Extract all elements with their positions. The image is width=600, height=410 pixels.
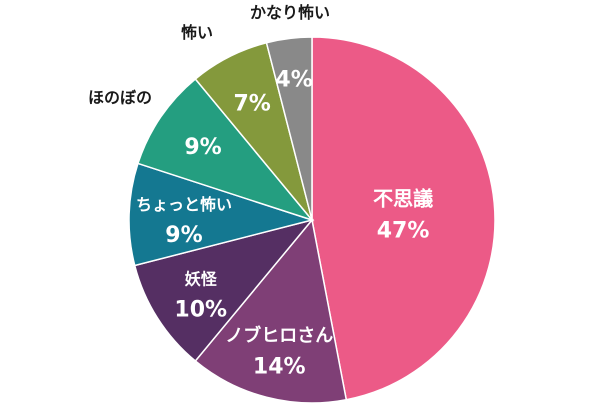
- slice-label-2: ノブヒロさん: [225, 325, 333, 347]
- slice-label-7: かなり怖い: [250, 3, 330, 22]
- pie-slice-3: [133, 218, 315, 363]
- pie-slice-1: [311, 36, 496, 401]
- slice-label-1: 不思議: [373, 186, 433, 210]
- slice-label-5: ほのぼの: [88, 88, 152, 107]
- slice-value-label-2: 14%: [253, 355, 306, 380]
- pie-slice-5: [137, 77, 315, 222]
- pie-slice-4: [128, 162, 315, 267]
- slice-value-label-6: 7%: [234, 92, 271, 117]
- slice-label-6: 怖い: [181, 23, 213, 42]
- pie-slice-2: [194, 218, 348, 404]
- slice-label-4: ちょっと怖い: [136, 195, 232, 214]
- slice-value-label-1: 47%: [377, 218, 430, 243]
- slice-label-3: 妖怪: [185, 270, 218, 289]
- slice-value-label-3: 10%: [174, 298, 227, 323]
- pie-slice-7: [265, 36, 313, 221]
- slice-value-label-7: 4%: [275, 67, 312, 92]
- slice-value-label-5: 9%: [184, 135, 221, 160]
- slice-value-label-4: 9%: [165, 223, 202, 248]
